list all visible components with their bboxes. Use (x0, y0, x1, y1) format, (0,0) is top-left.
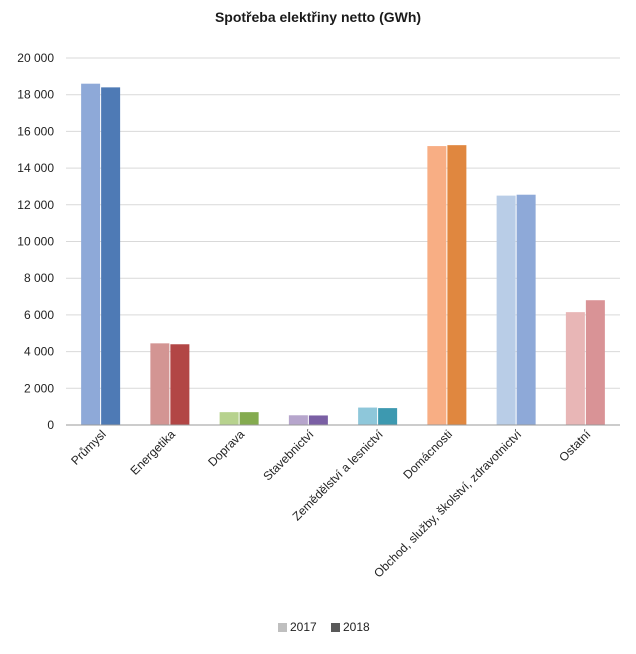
legend-swatch-2018 (331, 623, 340, 632)
bar-2017-7 (496, 195, 516, 425)
legend: 2017 2018 (278, 620, 370, 634)
y-tick-label: 0 (47, 418, 54, 432)
bar-2018-4 (308, 415, 328, 425)
legend-swatch-2017 (278, 623, 287, 632)
bar-2018-5 (378, 408, 398, 425)
y-tick-label: 6 000 (24, 308, 54, 322)
bars (81, 83, 605, 426)
y-tick-label: 12 000 (17, 198, 54, 212)
category-label: Průmysl (68, 427, 109, 468)
bar-2018-2 (170, 344, 190, 425)
y-tick-label: 8 000 (24, 271, 54, 285)
bar-2017-3 (219, 412, 239, 425)
chart-title: Spotřeba elektřiny netto (GWh) (215, 9, 421, 25)
y-tick-label: 10 000 (17, 235, 54, 249)
y-axis-tick-labels: 0 2 000 4 000 6 000 8 000 10 000 12 000 14 000 1… (17, 51, 54, 432)
category-label: Domácnosti (400, 427, 455, 482)
category-label: Obchod, služby, školství, zdravotnictví (371, 427, 525, 581)
y-tick-label: 2 000 (24, 381, 54, 395)
y-tick-label: 4 000 (24, 345, 54, 359)
legend-label-2018: 2018 (343, 620, 370, 634)
bar-2018-6 (447, 145, 467, 425)
y-tick-label: 16 000 (17, 124, 54, 138)
bar-2017-4 (288, 415, 308, 425)
legend-label-2017: 2017 (290, 620, 317, 634)
y-tick-label: 20 000 (17, 51, 54, 65)
y-tick-label: 14 000 (17, 161, 54, 175)
bar-2017-1 (81, 83, 101, 425)
x-axis-category-labels: Průmysl Energetika Doprava StavebnictvíZemě… (68, 427, 594, 581)
bar-2017-2 (150, 343, 170, 425)
category-label: Ostatní (556, 427, 594, 465)
bar-2018-1 (101, 87, 121, 426)
category-label: Energetika (128, 427, 179, 478)
category-label: Stavebnictví (260, 427, 317, 484)
y-tick-label: 18 000 (17, 88, 54, 102)
category-label: Doprava (205, 427, 247, 469)
bar-2017-8 (565, 312, 585, 425)
bar-2018-3 (239, 412, 259, 425)
bar-2018-8 (585, 300, 605, 425)
gridlines (66, 57, 620, 389)
bar-2018-7 (516, 194, 536, 425)
bar-2017-5 (358, 407, 378, 425)
bar-2017-6 (427, 146, 447, 425)
